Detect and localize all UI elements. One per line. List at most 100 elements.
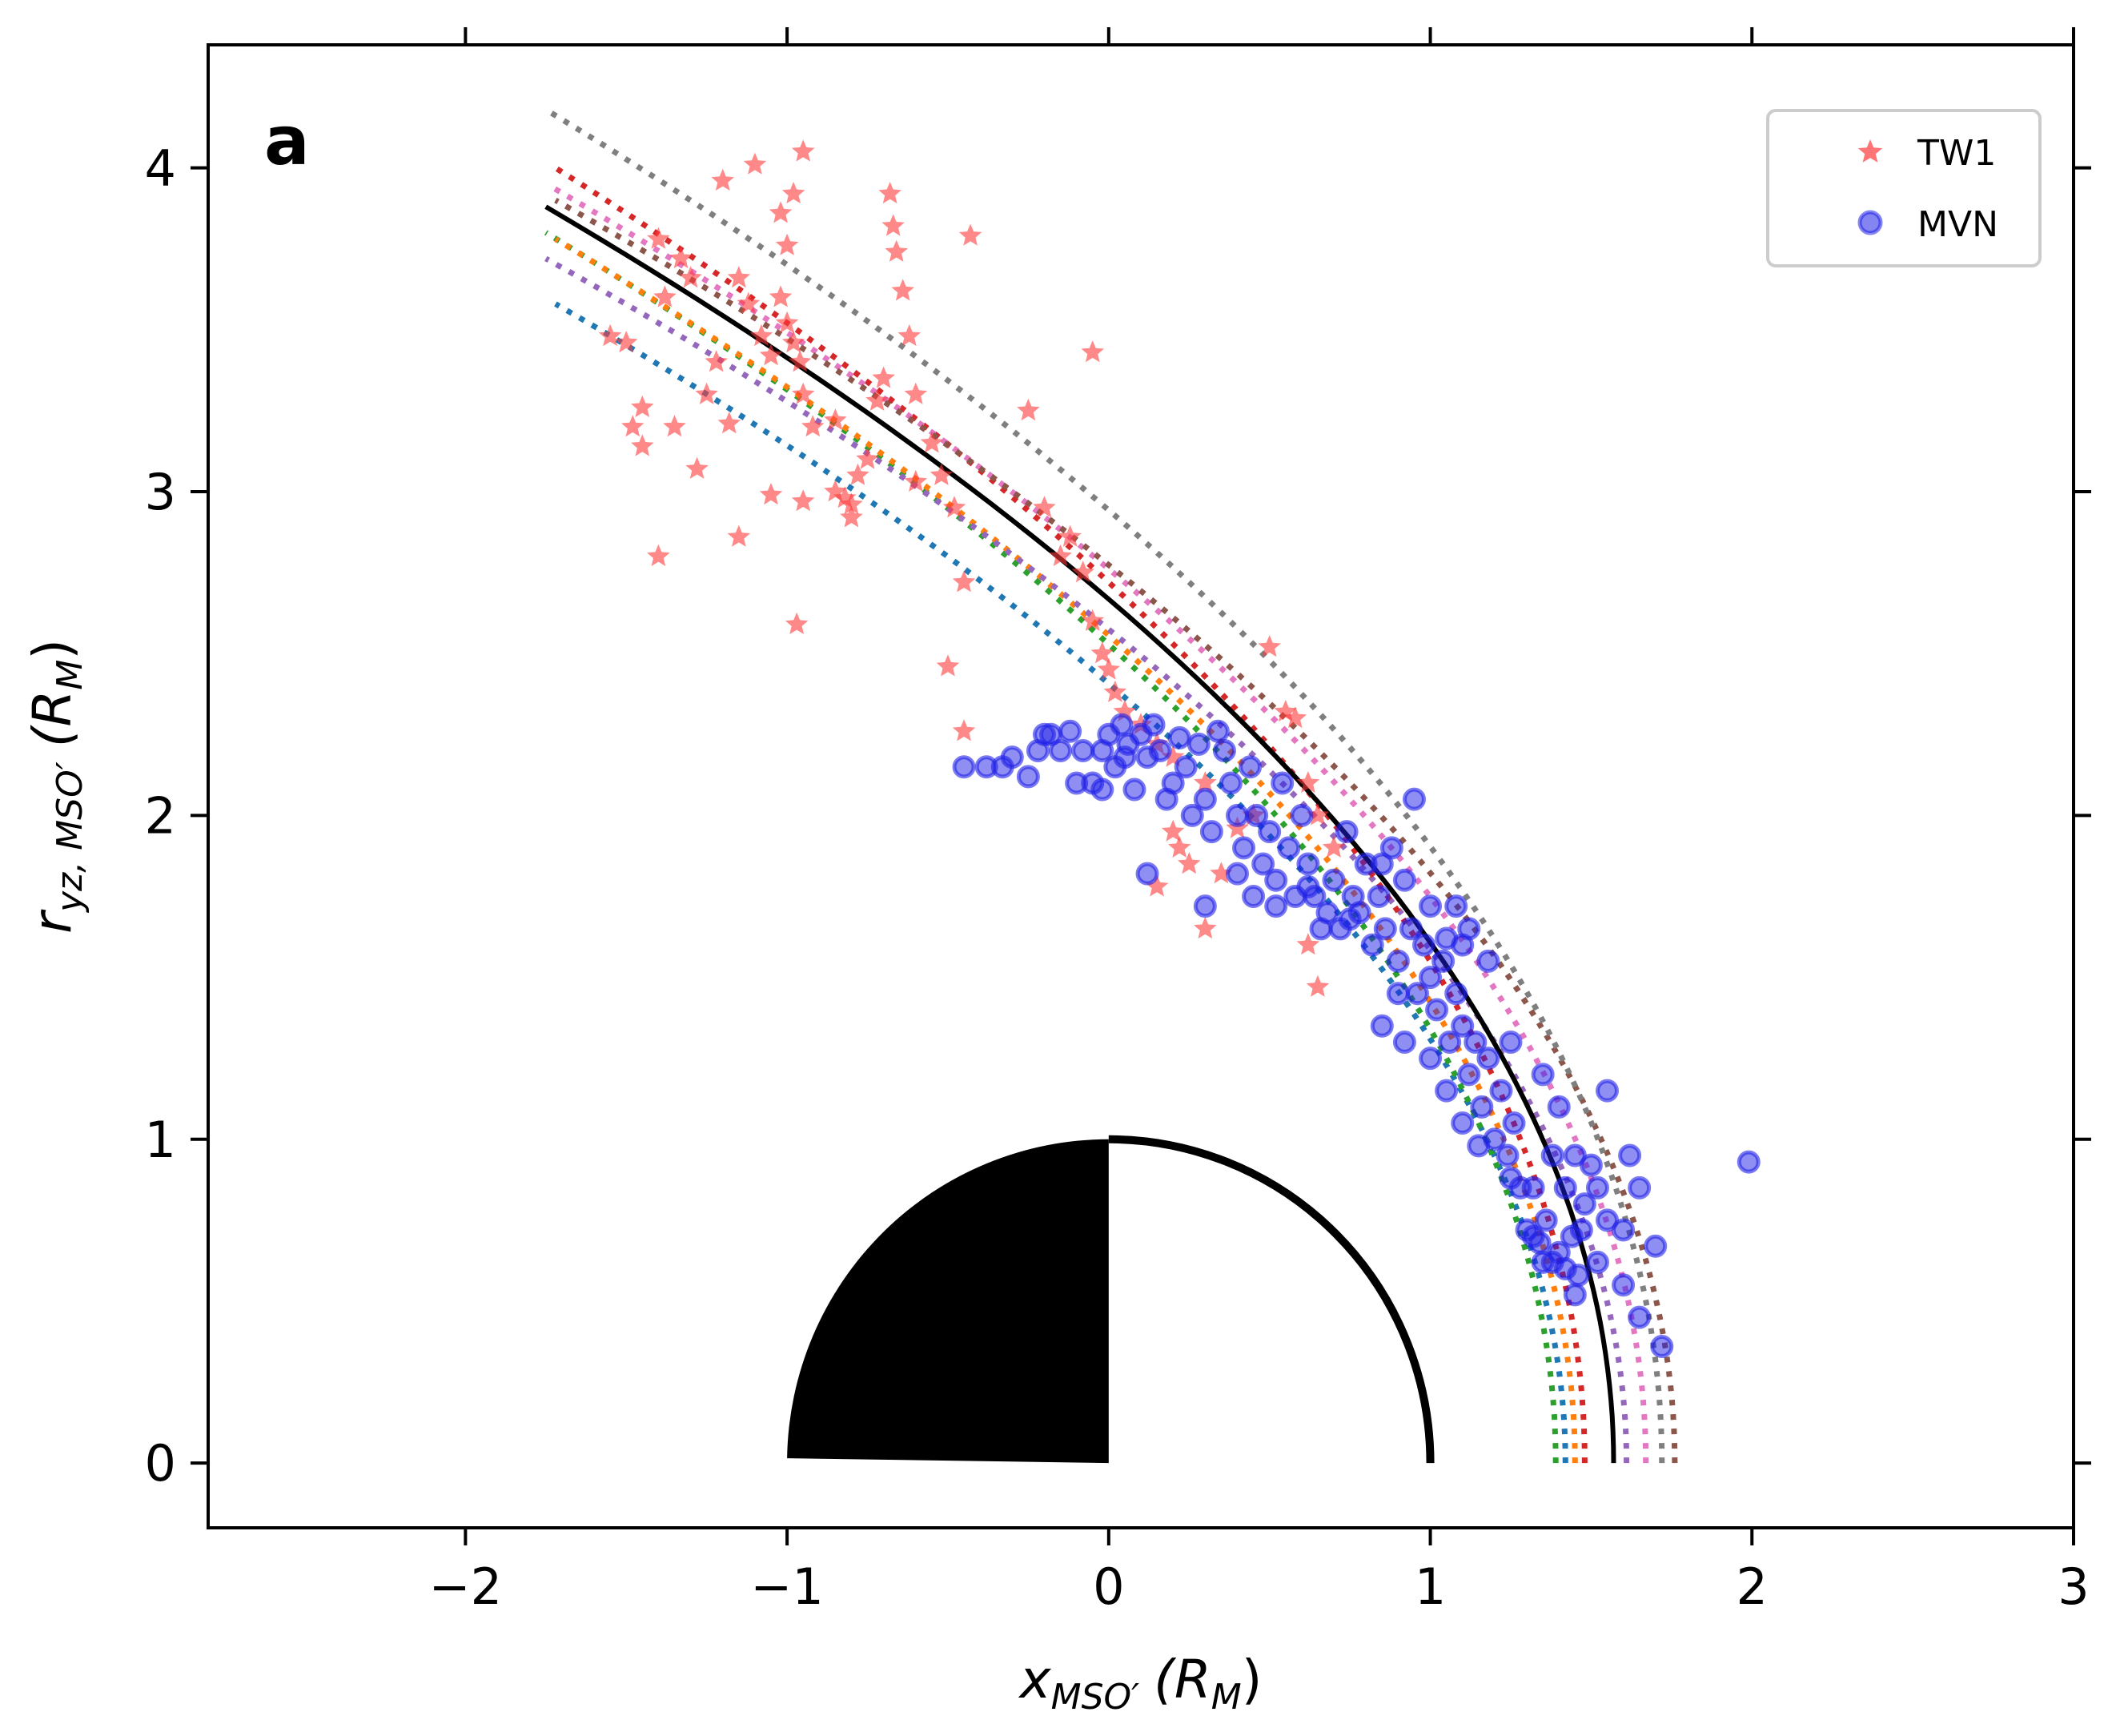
tw1-point	[727, 524, 751, 547]
mvn-point	[1499, 1030, 1523, 1054]
mvn-point	[1373, 917, 1397, 941]
tw1-point	[1090, 641, 1114, 664]
model-curve-dotted	[554, 198, 1678, 1464]
mvn-point	[1540, 1143, 1564, 1167]
tw1-point	[788, 350, 812, 372]
mvn-point	[1370, 852, 1394, 876]
mvn-point	[1628, 1305, 1652, 1329]
tw1-point	[1283, 706, 1307, 729]
y-tick-label: 0	[145, 1434, 176, 1493]
mvn-point	[1489, 1079, 1513, 1103]
mvn-point	[1090, 778, 1114, 802]
tw1-point	[631, 395, 654, 417]
mvn-point	[1242, 884, 1266, 908]
tw1-point	[878, 182, 901, 204]
mvn-point	[1193, 894, 1217, 918]
y-tick-label: 1	[145, 1111, 176, 1169]
mvn-point	[1071, 739, 1095, 763]
mvn-point	[1650, 1335, 1674, 1359]
mvn-point	[1239, 755, 1263, 779]
mvn-point	[1193, 787, 1217, 811]
planet-body	[787, 1135, 1435, 1464]
tw1-point	[1049, 544, 1072, 566]
tw1-point	[615, 331, 638, 353]
y-tick-label: 3	[145, 463, 176, 521]
mvn-point	[1569, 1218, 1593, 1242]
mvn-point	[1412, 933, 1436, 957]
mvn-point	[1258, 820, 1282, 844]
mvn-point	[1219, 771, 1243, 795]
tw1-point	[737, 291, 761, 314]
mvn-point	[1563, 1283, 1587, 1307]
mvn-point	[1049, 739, 1073, 763]
tw1-point	[711, 168, 734, 191]
tw1-point	[781, 331, 805, 353]
mvn-point	[1142, 713, 1166, 737]
tw1-point	[891, 279, 914, 301]
tw1-point	[749, 323, 773, 347]
tw1-point	[653, 285, 677, 307]
tw1-point	[1178, 852, 1201, 874]
tw1-point	[897, 323, 921, 347]
tw1-point	[769, 201, 793, 223]
x-tick-label: 0	[1093, 1557, 1124, 1616]
tw1-point	[1194, 916, 1217, 939]
legend-label-tw1: TW1	[1917, 133, 1996, 174]
mvn-point	[1271, 771, 1295, 795]
mvn-point	[1612, 1273, 1636, 1297]
mvn-point	[1226, 803, 1250, 827]
tw1-point	[1296, 771, 1320, 794]
legend-marker-tw1	[1857, 139, 1883, 163]
tw1-point	[679, 266, 702, 288]
tw1-point	[727, 266, 751, 288]
tw1-point	[717, 412, 741, 434]
tw1-point	[920, 431, 944, 453]
axis-ticks	[191, 27, 2091, 1545]
mvn-point	[1296, 874, 1320, 898]
mvn-point	[1392, 1030, 1416, 1054]
mvn-point	[1467, 1134, 1491, 1158]
mvn-point	[1296, 852, 1320, 876]
mvn-point	[1596, 1079, 1619, 1103]
tw1-point	[952, 570, 976, 593]
tw1-point	[930, 463, 954, 485]
tw1-point	[621, 415, 644, 437]
mvn-point	[1290, 803, 1314, 827]
mvn-point	[1464, 1030, 1488, 1054]
mvn-point	[1199, 820, 1223, 844]
mvn-point	[1367, 884, 1391, 908]
tw1-point	[952, 719, 976, 741]
mvn-point	[1379, 836, 1403, 860]
tw1-point	[840, 492, 863, 515]
tw1-point	[759, 483, 783, 505]
x-tick-label: 1	[1415, 1557, 1446, 1616]
x-tick-label: −2	[429, 1557, 502, 1616]
mvn-point	[1392, 868, 1416, 892]
mvn-point	[1370, 1014, 1394, 1038]
mvn-point	[1579, 1153, 1603, 1177]
tw1-point	[1306, 974, 1330, 997]
tw1-point	[872, 366, 895, 388]
mvn-point	[1122, 778, 1146, 802]
mvn-point	[1277, 836, 1301, 860]
mvn-point	[1419, 894, 1443, 918]
mvn-point	[1438, 1030, 1462, 1054]
tw1-point	[598, 323, 622, 347]
tick-labels: −2 −1 0 1 2 3 0 1 2 3 4	[145, 139, 2090, 1616]
mvn-point	[1502, 1111, 1526, 1135]
mvn-series	[952, 713, 1761, 1359]
mvn-point	[1000, 745, 1024, 770]
mvn-point	[1322, 868, 1346, 892]
tw1-point	[781, 182, 805, 204]
mvn-point	[1206, 719, 1230, 743]
tw1-point	[775, 311, 799, 333]
planet-nightside	[787, 1139, 1109, 1464]
tw1-point	[705, 350, 728, 372]
mvn-point	[1386, 982, 1410, 1006]
mvn-point	[1585, 1250, 1609, 1274]
mvn-point	[1425, 998, 1449, 1022]
tw1-point	[785, 612, 809, 634]
tw1-point	[695, 382, 718, 404]
mvn-point	[1534, 1208, 1558, 1232]
mvn-point	[1232, 836, 1256, 860]
